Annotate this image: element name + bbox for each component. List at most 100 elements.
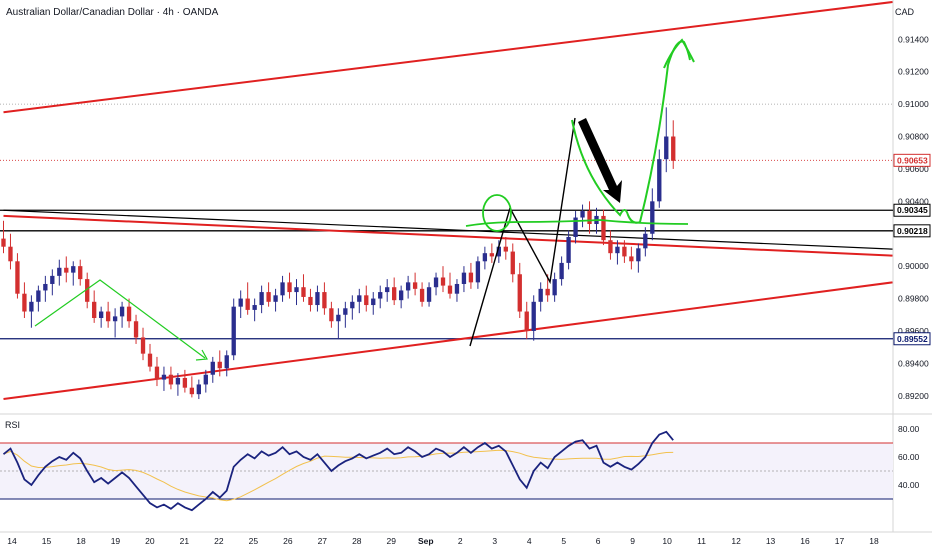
candle-body bbox=[273, 295, 278, 302]
green-drawn-circle bbox=[482, 194, 512, 232]
price-tick-label: 0.90400 bbox=[898, 196, 929, 206]
candle-body bbox=[43, 283, 48, 291]
candle-body bbox=[85, 279, 90, 302]
candle-body bbox=[496, 246, 501, 257]
time-tick-label: 6 bbox=[596, 536, 601, 546]
time-tick-label: 5 bbox=[561, 536, 566, 546]
candle-body bbox=[559, 262, 564, 280]
rsi-line bbox=[2, 430, 674, 512]
time-tick-label: 2 bbox=[458, 536, 463, 546]
time-tick-label: 27 bbox=[318, 536, 328, 546]
candle-body bbox=[92, 301, 97, 319]
green-drawn-arrowhead-left bbox=[195, 349, 208, 361]
time-tick-label: 3 bbox=[492, 536, 497, 546]
candle-body bbox=[622, 246, 627, 257]
candle-body bbox=[140, 337, 146, 354]
price-tick-label: 0.89400 bbox=[898, 358, 929, 368]
candle-body bbox=[601, 215, 606, 241]
time-tick-label: 4 bbox=[527, 536, 532, 546]
candle-body bbox=[252, 305, 257, 310]
candle-body bbox=[1, 238, 6, 247]
candle-body bbox=[336, 314, 341, 322]
time-tick-label: 15 bbox=[42, 536, 52, 546]
candle-body bbox=[238, 298, 243, 307]
time-tick-label: 20 bbox=[145, 536, 155, 546]
candle-body bbox=[322, 292, 327, 309]
trend-lines bbox=[3, 1, 893, 401]
candle-body bbox=[482, 253, 488, 262]
price-badge-label: 0.89552 bbox=[897, 334, 928, 344]
candle-body bbox=[405, 282, 411, 291]
time-tick-label: 16 bbox=[800, 536, 810, 546]
time-tick-label: 29 bbox=[387, 536, 397, 546]
time-tick-label: 18 bbox=[869, 536, 879, 546]
time-tick-label: Sep bbox=[418, 536, 434, 546]
green-drawn-consolidation-line bbox=[465, 219, 689, 227]
price-tick-label: 0.90800 bbox=[898, 132, 929, 142]
candle-body bbox=[350, 301, 355, 309]
candle-body bbox=[29, 301, 34, 312]
candle-body bbox=[615, 246, 620, 254]
price-tick-label: 0.89600 bbox=[898, 326, 929, 336]
horizontal-levels bbox=[0, 103, 893, 340]
candle-body bbox=[364, 295, 369, 306]
candle-body bbox=[371, 298, 376, 306]
candle-body bbox=[126, 306, 132, 322]
candle-body bbox=[217, 361, 222, 369]
candle-body bbox=[147, 353, 153, 367]
time-axis[interactable]: 14 15 18 19 20 21 22 25 26 27 28 29 Sep 2 3 4 5 6 9 10 11 12 1… bbox=[7, 536, 879, 546]
time-tick-label: 13 bbox=[766, 536, 776, 546]
time-tick-label: 25 bbox=[249, 536, 259, 546]
candle-body bbox=[315, 292, 320, 306]
candle-body bbox=[587, 211, 592, 225]
candle-body bbox=[64, 267, 69, 273]
candle-body bbox=[8, 246, 13, 262]
price-badge-label: 0.90653 bbox=[897, 155, 928, 165]
candle-body bbox=[378, 292, 383, 299]
price-badge-box bbox=[893, 332, 931, 346]
candle-body bbox=[643, 233, 648, 249]
time-tick-label: 18 bbox=[76, 536, 86, 546]
candle-body bbox=[545, 288, 550, 296]
price-tick-label: 0.91400 bbox=[898, 34, 929, 44]
candle-body bbox=[608, 240, 613, 254]
candle-body bbox=[566, 236, 571, 263]
candle-body bbox=[392, 287, 397, 301]
time-tick-label: 22 bbox=[214, 536, 224, 546]
candle-body bbox=[454, 283, 460, 294]
candle-body bbox=[231, 306, 236, 356]
candle-body bbox=[280, 282, 285, 296]
time-tick-label: 11 bbox=[697, 536, 706, 546]
green-drawn-swing-left bbox=[34, 279, 206, 359]
candle-body bbox=[259, 292, 264, 306]
time-tick-label: 10 bbox=[662, 536, 672, 546]
rsi-tick-label: 80.00 bbox=[898, 424, 920, 434]
candle-body bbox=[168, 374, 174, 385]
time-tick-label: 28 bbox=[352, 536, 362, 546]
candle-body bbox=[573, 217, 578, 237]
candle-body bbox=[154, 366, 160, 380]
candle-body bbox=[419, 288, 425, 302]
time-tick-label: 17 bbox=[835, 536, 845, 546]
green-drawn-arrowhead-up bbox=[663, 38, 695, 69]
price-tick-label: 0.91000 bbox=[898, 99, 929, 109]
candle-body bbox=[245, 298, 250, 310]
time-tick-label: 12 bbox=[731, 536, 741, 546]
price-tick-label: 0.89800 bbox=[898, 294, 929, 304]
candle-body bbox=[308, 296, 313, 306]
price-badge-box bbox=[893, 203, 931, 217]
candle-body bbox=[524, 311, 529, 331]
candle-body bbox=[71, 266, 76, 273]
time-tick-label: 21 bbox=[180, 536, 190, 546]
rsi-pane: 80.00 60.00 40.00 bbox=[0, 424, 920, 512]
currency-label: CAD bbox=[894, 7, 914, 17]
candle-body bbox=[552, 279, 557, 296]
candle-body bbox=[489, 253, 495, 257]
candle-body bbox=[440, 277, 446, 286]
candle-body bbox=[22, 293, 27, 312]
candle-body bbox=[398, 290, 404, 301]
candle-body bbox=[98, 311, 104, 319]
candle-body bbox=[461, 272, 467, 284]
candle-body bbox=[203, 374, 208, 385]
